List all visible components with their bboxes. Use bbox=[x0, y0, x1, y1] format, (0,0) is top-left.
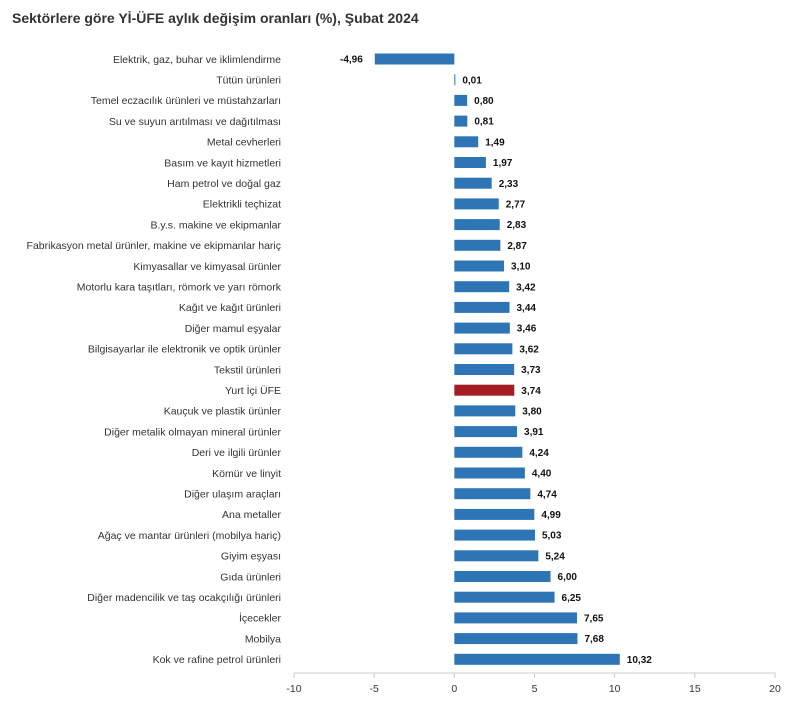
value-label-deri-ve-ilgili-urunler: 4,24 bbox=[529, 448, 549, 459]
bar-motorlu-kara-tasitlari-romork-ve-yari-romork bbox=[454, 281, 510, 293]
category-label-fabrikasyon-metal-urunler-makine-ve-ekipmanlar-haric: Fabrikasyon metal ürünler, makine ve eki… bbox=[27, 240, 281, 252]
value-label-yurt-ici-ufe: 3,74 bbox=[521, 386, 541, 397]
value-label-diger-ulasim-araclari: 4,74 bbox=[537, 489, 557, 500]
bar-b-y-s-makine-ve-ekipmanlar bbox=[454, 219, 500, 231]
bar-mobilya bbox=[454, 633, 578, 645]
value-label-ana-metaller: 4,99 bbox=[541, 510, 561, 521]
category-label-temel-eczacilik-urunleri-ve-mustahzarlari: Temel eczacılık ürünleri ve müstahzarlar… bbox=[91, 95, 281, 107]
bar-basim-ve-kayit-hizmetleri bbox=[454, 157, 486, 168]
category-label-komur-ve-linyit: Kömür ve linyit bbox=[212, 468, 281, 480]
value-label-kimyasallar-ve-kimyasal-urunler: 3,10 bbox=[511, 262, 531, 273]
value-label-elektrikli-techizat: 2,77 bbox=[506, 200, 526, 211]
category-label-metal-cevherleri: Metal cevherleri bbox=[207, 137, 281, 149]
value-label-tutun-urunleri: 0,01 bbox=[462, 75, 482, 86]
category-label-bilgisayarlar-ile-elektronik-ve-optik-urunler: Bilgisayarlar ile elektronik ve optik ür… bbox=[88, 344, 282, 356]
category-label-ham-petrol-ve-dogal-gaz: Ham petrol ve doğal gaz bbox=[167, 178, 281, 190]
bar-giyim-esyasi bbox=[454, 550, 539, 562]
bar-icecekler bbox=[454, 612, 577, 624]
bar-kimyasallar-ve-kimyasal-urunler bbox=[454, 260, 505, 272]
category-label-tekstil-urunleri: Tekstil ürünleri bbox=[214, 364, 281, 376]
bar-elektrikli-techizat bbox=[454, 198, 499, 210]
value-label-elektrik-gaz-buhar-ve-iklimlendirme: -4,96 bbox=[340, 55, 363, 66]
bar-deri-ve-ilgili-urunler bbox=[454, 446, 523, 458]
x-tick-label: -10 bbox=[286, 683, 301, 695]
category-label-kok-ve-rafine-petrol-urunleri: Kok ve rafine petrol ürünleri bbox=[153, 654, 281, 666]
chart-title: Sektörlere göre Yİ-ÜFE aylık değişim ora… bbox=[12, 10, 419, 26]
x-tick-label: -5 bbox=[369, 683, 378, 695]
value-label-basim-ve-kayit-hizmetleri: 1,97 bbox=[493, 158, 513, 169]
value-label-su-ve-suyun-aritilmasi-ve-dagitilmasi: 0,81 bbox=[474, 117, 494, 128]
category-label-motorlu-kara-tasitlari-romork-ve-yari-romork: Motorlu kara taşıtları, römork ve yarı r… bbox=[77, 282, 282, 294]
value-label-tekstil-urunleri: 3,73 bbox=[521, 365, 541, 376]
category-label-icecekler: İçecekler bbox=[239, 612, 282, 625]
bar-kaucuk-ve-plastik-urunler bbox=[454, 405, 516, 417]
bar-metal-cevherleri bbox=[454, 136, 479, 148]
bar-diger-metalik-olmayan-mineral-urunler bbox=[454, 426, 518, 438]
bar-tutun-urunleri bbox=[454, 74, 456, 86]
category-label-tutun-urunleri: Tütün ürünleri bbox=[216, 75, 281, 87]
category-label-diger-ulasim-araclari: Diğer ulaşım araçları bbox=[184, 489, 281, 501]
bar-diger-mamul-esyalar bbox=[454, 322, 510, 334]
category-label-gida-urunleri: Gıda ürünleri bbox=[220, 571, 281, 583]
x-tick-label: 15 bbox=[689, 683, 701, 695]
category-label-b-y-s-makine-ve-ekipmanlar: B.y.s. makine ve ekipmanlar bbox=[150, 219, 281, 231]
bar-su-ve-suyun-aritilmasi-ve-dagitilmasi bbox=[454, 115, 468, 127]
value-label-fabrikasyon-metal-urunler-makine-ve-ekipmanlar-haric: 2,87 bbox=[507, 241, 527, 252]
bar-agac-ve-mantar-urunleri-mobilya-haric bbox=[454, 529, 535, 541]
category-label-ana-metaller: Ana metaller bbox=[222, 509, 281, 521]
category-label-elektrikli-techizat: Elektrikli teçhizat bbox=[203, 199, 281, 211]
category-label-agac-ve-mantar-urunleri-mobilya-haric: Ağaç ve mantar ürünleri (mobilya hariç) bbox=[98, 530, 281, 542]
value-label-kagit-ve-kagit-urunleri: 3,44 bbox=[516, 303, 536, 314]
bar-diger-ulasim-araclari bbox=[454, 488, 531, 500]
bar-elektrik-gaz-buhar-ve-iklimlendirme bbox=[374, 53, 455, 65]
bar-gida-urunleri bbox=[454, 571, 551, 582]
value-label-temel-eczacilik-urunleri-ve-mustahzarlari: 0,80 bbox=[474, 96, 494, 107]
category-label-kimyasallar-ve-kimyasal-urunler: Kimyasallar ve kimyasal ürünler bbox=[133, 261, 281, 273]
value-label-b-y-s-makine-ve-ekipmanlar: 2,83 bbox=[507, 220, 527, 231]
x-tick-label: 10 bbox=[609, 683, 621, 695]
value-label-metal-cevherleri: 1,49 bbox=[485, 137, 505, 148]
value-label-mobilya: 7,68 bbox=[584, 634, 604, 645]
bar-fabrikasyon-metal-urunler-makine-ve-ekipmanlar-haric bbox=[454, 239, 501, 251]
value-label-gida-urunleri: 6,00 bbox=[558, 572, 578, 583]
x-tick-label: 5 bbox=[532, 683, 538, 695]
bar-kok-ve-rafine-petrol-urunleri bbox=[454, 653, 620, 665]
bar-bilgisayarlar-ile-elektronik-ve-optik-urunler bbox=[454, 343, 513, 355]
bar-ana-metaller bbox=[454, 508, 535, 520]
category-label-yurt-ici-ufe: Yurt İçi ÜFE bbox=[225, 384, 281, 397]
category-label-elektrik-gaz-buhar-ve-iklimlendirme: Elektrik, gaz, buhar ve iklimlendirme bbox=[113, 54, 281, 66]
category-label-deri-ve-ilgili-urunler: Deri ve ilgili ürünler bbox=[192, 447, 282, 459]
value-label-komur-ve-linyit: 4,40 bbox=[532, 469, 552, 480]
value-label-icecekler: 7,65 bbox=[584, 614, 604, 625]
value-label-ham-petrol-ve-dogal-gaz: 2,33 bbox=[499, 179, 519, 190]
category-label-giyim-esyasi: Giyim eşyası bbox=[221, 551, 281, 563]
x-tick-label: 20 bbox=[769, 683, 781, 695]
value-label-diger-mamul-esyalar: 3,46 bbox=[517, 324, 537, 335]
bar-yurt-ici-ufe bbox=[454, 384, 515, 396]
value-label-bilgisayarlar-ile-elektronik-ve-optik-urunler: 3,62 bbox=[519, 344, 539, 355]
bar-temel-eczacilik-urunleri-ve-mustahzarlari bbox=[454, 94, 468, 106]
bar-tekstil-urunleri bbox=[454, 364, 515, 375]
category-label-basim-ve-kayit-hizmetleri: Basım ve kayıt hizmetleri bbox=[164, 157, 281, 169]
category-label-diger-madencilik-ve-tas-ocakciligi-urunleri: Diğer madencilik ve taş ocakçılığı ürünl… bbox=[87, 592, 281, 604]
value-label-giyim-esyasi: 5,24 bbox=[545, 551, 565, 562]
value-label-diger-metalik-olmayan-mineral-urunler: 3,91 bbox=[524, 427, 544, 438]
value-label-diger-madencilik-ve-tas-ocakciligi-urunleri: 6,25 bbox=[562, 593, 582, 604]
bar-ham-petrol-ve-dogal-gaz bbox=[454, 177, 492, 189]
category-label-kagit-ve-kagit-urunleri: Kağıt ve kağıt ürünleri bbox=[179, 302, 281, 314]
value-label-kok-ve-rafine-petrol-urunleri: 10,32 bbox=[627, 655, 652, 666]
bar-komur-ve-linyit bbox=[454, 467, 525, 479]
bar-diger-madencilik-ve-tas-ocakciligi-urunleri bbox=[454, 591, 555, 603]
x-tick-label: 0 bbox=[451, 683, 457, 695]
category-label-diger-metalik-olmayan-mineral-urunler: Diğer metalik olmayan mineral ürünler bbox=[104, 426, 281, 438]
value-label-motorlu-kara-tasitlari-romork-ve-yari-romork: 3,42 bbox=[516, 282, 536, 293]
category-label-diger-mamul-esyalar: Diğer mamul eşyalar bbox=[185, 323, 282, 335]
category-label-su-ve-suyun-aritilmasi-ve-dagitilmasi: Su ve suyun arıtılması ve dağıtılması bbox=[109, 116, 281, 128]
category-label-mobilya: Mobilya bbox=[245, 633, 281, 645]
category-label-kaucuk-ve-plastik-urunler: Kauçuk ve plastik ürünler bbox=[164, 406, 282, 418]
value-label-kaucuk-ve-plastik-urunler: 3,80 bbox=[522, 407, 542, 418]
bar-kagit-ve-kagit-urunleri bbox=[454, 301, 510, 313]
value-label-agac-ve-mantar-urunleri-mobilya-haric: 5,03 bbox=[542, 531, 562, 542]
